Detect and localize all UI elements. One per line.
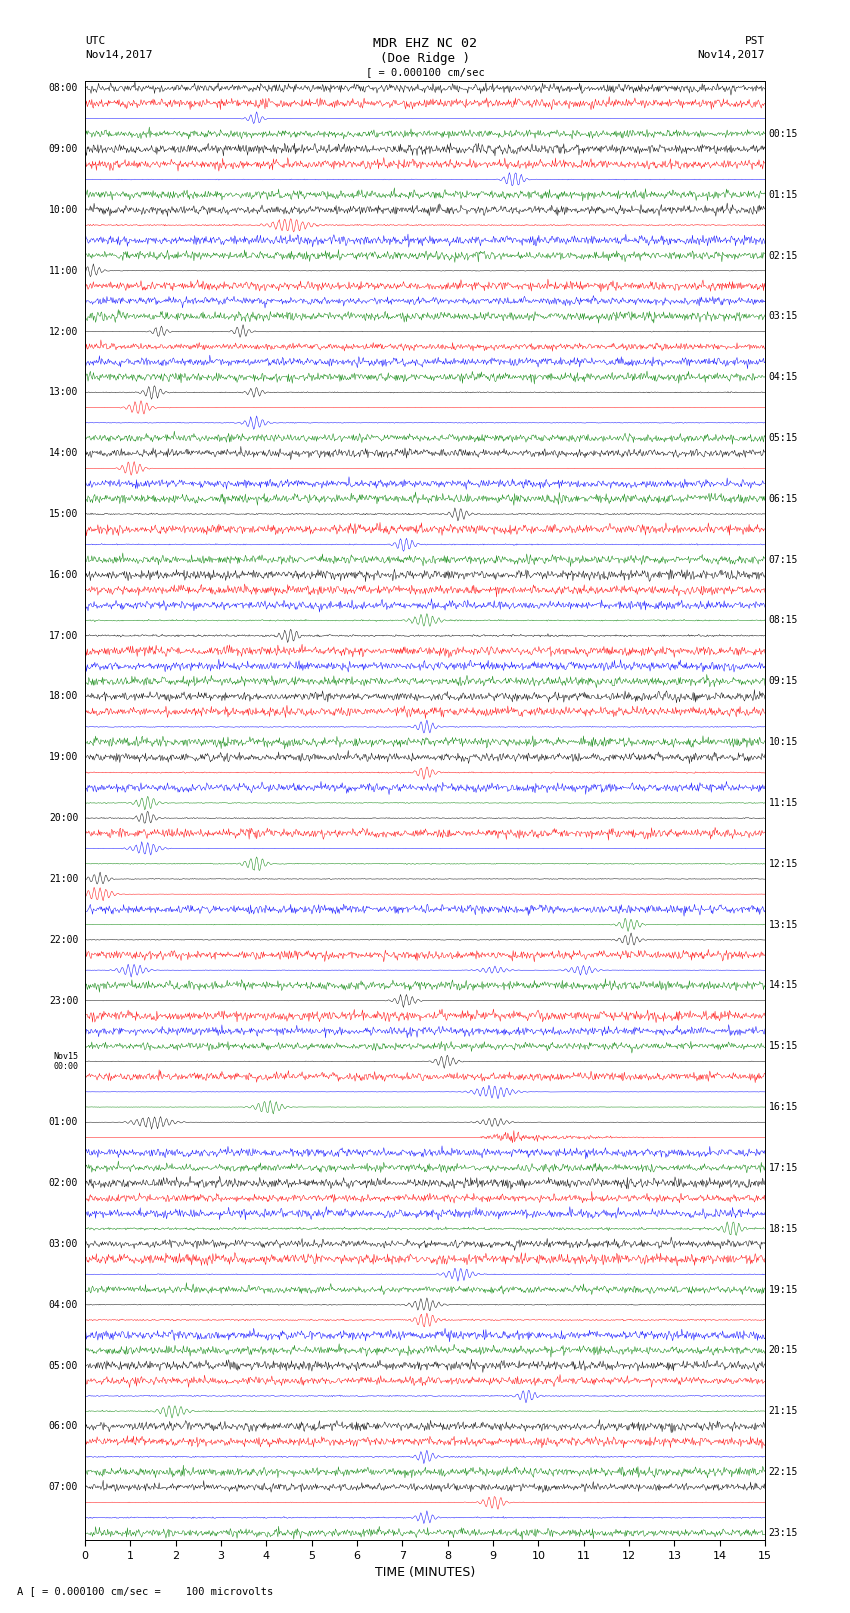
Text: 09:15: 09:15 [768,676,798,686]
Text: Nov15
00:00: Nov15 00:00 [54,1052,78,1071]
Text: 07:00: 07:00 [48,1482,78,1492]
Text: 02:00: 02:00 [48,1177,78,1189]
Text: 01:00: 01:00 [48,1118,78,1127]
Text: 10:00: 10:00 [48,205,78,215]
Text: 08:15: 08:15 [768,616,798,626]
Text: 16:15: 16:15 [768,1102,798,1111]
Text: 20:15: 20:15 [768,1345,798,1355]
Text: 07:15: 07:15 [768,555,798,565]
Text: 15:15: 15:15 [768,1042,798,1052]
Text: MDR EHZ NC 02: MDR EHZ NC 02 [373,37,477,50]
Text: 06:15: 06:15 [768,494,798,503]
Text: 23:15: 23:15 [768,1528,798,1537]
Text: 05:15: 05:15 [768,432,798,444]
Text: 16:00: 16:00 [48,569,78,579]
Text: 19:00: 19:00 [48,752,78,763]
Text: 10:15: 10:15 [768,737,798,747]
Text: 08:00: 08:00 [48,84,78,94]
Text: 17:00: 17:00 [48,631,78,640]
Text: 04:00: 04:00 [48,1300,78,1310]
Text: 18:00: 18:00 [48,692,78,702]
Text: 18:15: 18:15 [768,1224,798,1234]
Text: 00:15: 00:15 [768,129,798,139]
Text: 12:15: 12:15 [768,858,798,869]
Text: 11:15: 11:15 [768,798,798,808]
Text: 11:00: 11:00 [48,266,78,276]
Text: 03:15: 03:15 [768,311,798,321]
Text: 21:15: 21:15 [768,1407,798,1416]
Text: 14:00: 14:00 [48,448,78,458]
Text: 21:00: 21:00 [48,874,78,884]
Text: [ = 0.000100 cm/sec: [ = 0.000100 cm/sec [366,68,484,77]
Text: Nov14,2017: Nov14,2017 [698,50,765,60]
Text: 03:00: 03:00 [48,1239,78,1248]
Text: 13:00: 13:00 [48,387,78,397]
Text: 19:15: 19:15 [768,1284,798,1295]
Text: 05:00: 05:00 [48,1360,78,1371]
Text: 01:15: 01:15 [768,190,798,200]
Text: PST: PST [745,35,765,45]
Text: 14:15: 14:15 [768,981,798,990]
Text: 20:00: 20:00 [48,813,78,823]
Text: 04:15: 04:15 [768,373,798,382]
Text: 23:00: 23:00 [48,995,78,1005]
Text: 13:15: 13:15 [768,919,798,929]
Text: 12:00: 12:00 [48,326,78,337]
Text: Nov14,2017: Nov14,2017 [85,50,152,60]
Text: 09:00: 09:00 [48,144,78,155]
Text: 22:00: 22:00 [48,936,78,945]
Text: UTC: UTC [85,35,105,45]
Text: 06:00: 06:00 [48,1421,78,1431]
X-axis label: TIME (MINUTES): TIME (MINUTES) [375,1566,475,1579]
Text: 22:15: 22:15 [768,1466,798,1478]
Text: 17:15: 17:15 [768,1163,798,1173]
Text: A [ = 0.000100 cm/sec =    100 microvolts: A [ = 0.000100 cm/sec = 100 microvolts [17,1586,273,1595]
Text: 02:15: 02:15 [768,250,798,261]
Text: 15:00: 15:00 [48,510,78,519]
Text: (Doe Ridge ): (Doe Ridge ) [380,52,470,65]
